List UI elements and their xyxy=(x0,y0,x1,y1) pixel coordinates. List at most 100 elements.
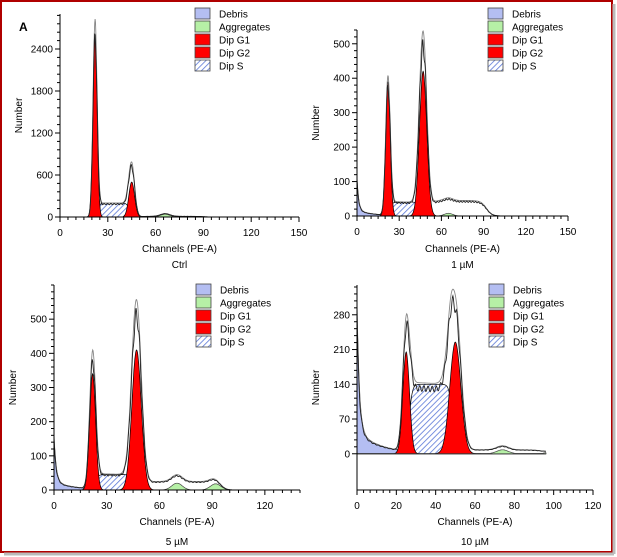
legend-label: Dip G2 xyxy=(219,49,251,60)
legend-swatch xyxy=(487,20,504,33)
legend-label: Aggregates xyxy=(219,23,270,34)
panel-caption: 1 µM xyxy=(451,260,473,271)
legend-swatch xyxy=(194,59,211,72)
x-tick-label: 60 xyxy=(154,501,166,512)
x-tick-label: 100 xyxy=(545,501,562,512)
x-tick-label: 120 xyxy=(257,501,274,512)
y-tick-label: 280 xyxy=(333,310,350,321)
y-tick-label: 500 xyxy=(333,39,350,50)
y-tick-label: 1800 xyxy=(31,87,54,98)
legend-swatch xyxy=(488,335,505,348)
legend-swatch xyxy=(488,283,505,296)
dip-g1-area xyxy=(54,372,251,491)
legend-label: Debris xyxy=(513,286,542,297)
dip-g2-area xyxy=(54,349,251,491)
panel-caption: 5 µM xyxy=(166,537,188,548)
legend-swatch xyxy=(194,33,211,46)
y-axis-label: Number xyxy=(8,369,19,405)
legend-swatch xyxy=(195,296,212,309)
legend-label: Dip G1 xyxy=(513,312,545,323)
legend-swatch xyxy=(487,59,504,72)
y-axis-label: Number xyxy=(311,369,322,405)
x-tick-label: 60 xyxy=(150,228,162,239)
legend-swatch xyxy=(195,283,212,296)
legend-label: Dip G2 xyxy=(512,49,544,60)
legend-label: Debris xyxy=(219,10,248,21)
dip-g2-area xyxy=(357,70,526,217)
x-tick-label: 30 xyxy=(394,227,406,238)
y-axis-label: Number xyxy=(311,105,322,141)
legend-swatch xyxy=(195,309,212,322)
legend-swatch xyxy=(195,335,212,348)
histogram-panel-2: 0 30 60 90 120 150 0 100 200 300 400 500 Channels (P… xyxy=(311,7,577,271)
figure-label: A xyxy=(19,20,28,34)
legend-label: Dip G2 xyxy=(220,325,252,336)
legend-label: Dip S xyxy=(512,62,537,73)
x-axis-label: Channels (PE-A) xyxy=(139,517,214,528)
legend-label: Dip S xyxy=(219,62,244,73)
dip-g1-area xyxy=(357,81,526,217)
x-axis-label: Channels (PE-A) xyxy=(437,517,512,528)
y-tick-label: 400 xyxy=(333,74,350,85)
x-tick-label: 120 xyxy=(243,228,260,239)
legend-label: Dip S xyxy=(220,338,245,349)
legend-label: Dip G1 xyxy=(220,312,252,323)
legend-label: Aggregates xyxy=(512,23,563,34)
y-tick-label: 0 xyxy=(47,213,53,224)
x-tick-label: 0 xyxy=(354,227,360,238)
legend-swatch xyxy=(194,20,211,33)
x-tick-label: 120 xyxy=(585,501,602,512)
total-fit-line xyxy=(356,30,526,217)
legend-swatch xyxy=(488,322,505,335)
x-tick-label: 90 xyxy=(207,501,219,512)
y-tick-label: 600 xyxy=(36,171,53,182)
x-tick-label: 90 xyxy=(198,228,210,239)
y-tick-label: 100 xyxy=(30,451,47,462)
y-tick-label: 200 xyxy=(333,143,350,154)
y-tick-label: 0 xyxy=(344,212,350,223)
total-fit-line xyxy=(356,294,546,452)
y-tick-label: 2400 xyxy=(31,45,54,56)
x-tick-label: 120 xyxy=(517,227,534,238)
x-tick-label: 30 xyxy=(101,501,113,512)
y-tick-label: 70 xyxy=(339,415,351,426)
legend-swatch xyxy=(194,46,211,59)
legend-label: Aggregates xyxy=(513,299,564,310)
y-tick-label: 100 xyxy=(333,177,350,188)
legend-label: Dip S xyxy=(513,338,538,349)
legend-swatch xyxy=(488,296,505,309)
legend-swatch xyxy=(487,7,504,20)
x-tick-label: 60 xyxy=(436,227,448,238)
legend-swatch xyxy=(488,309,505,322)
panel-caption: 10 µM xyxy=(461,537,489,548)
y-axis-label: Number xyxy=(14,97,25,133)
dip-g2-area xyxy=(60,181,252,218)
x-tick-label: 30 xyxy=(102,228,114,239)
y-tick-label: 0 xyxy=(344,449,350,460)
legend-label: Debris xyxy=(220,286,249,297)
legend-swatch xyxy=(487,33,504,46)
x-tick-label: 80 xyxy=(509,501,521,512)
legend-label: Debris xyxy=(512,10,541,21)
histogram-panel-4: 0 20 40 60 80 100 120 0 70 140 210 280 Channels (PE-… xyxy=(311,283,602,548)
y-tick-label: 0 xyxy=(41,486,47,497)
legend-label: Dip G2 xyxy=(513,325,545,336)
dip-g2-area xyxy=(356,341,547,455)
y-tick-label: 1200 xyxy=(31,129,54,140)
x-axis-label: Channels (PE-A) xyxy=(425,244,500,255)
x-tick-label: 90 xyxy=(478,227,490,238)
y-tick-label: 210 xyxy=(333,345,350,356)
aggregates-area xyxy=(356,449,547,455)
x-axis-label: Channels (PE-A) xyxy=(142,244,217,255)
histogram-panel-3: 0 30 60 90 120 0 100 200 300 400 500 Channels (PE-A… xyxy=(8,283,301,548)
x-tick-label: 0 xyxy=(57,228,63,239)
x-tick-label: 20 xyxy=(391,501,403,512)
y-tick-label: 200 xyxy=(30,417,47,428)
histogram-panel-1: 0 30 60 90 120 150 0 600 1200 1800 2400 Channels (P… xyxy=(14,7,308,271)
y-tick-label: 140 xyxy=(333,380,350,391)
legend-swatch xyxy=(195,322,212,335)
legend-swatch xyxy=(487,46,504,59)
